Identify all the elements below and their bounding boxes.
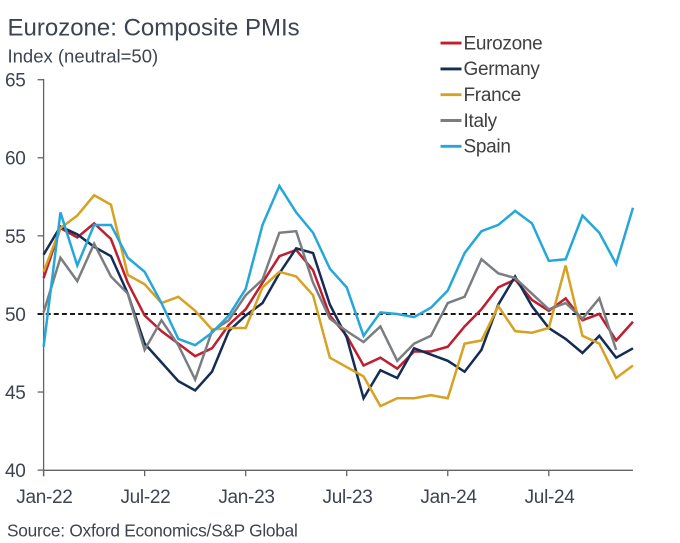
svg-text:Italy: Italy — [464, 111, 498, 132]
svg-text:60: 60 — [5, 149, 26, 170]
svg-text:Jul-24: Jul-24 — [525, 487, 576, 508]
svg-text:45: 45 — [5, 383, 26, 404]
svg-text:50: 50 — [5, 305, 26, 326]
svg-text:Index (neutral=50): Index (neutral=50) — [8, 46, 159, 67]
svg-text:Eurozone: Eurozone — [464, 33, 543, 54]
svg-text:Jan-24: Jan-24 — [420, 487, 477, 508]
svg-text:65: 65 — [5, 71, 26, 92]
svg-text:Jan-23: Jan-23 — [218, 487, 274, 508]
svg-text:Jan-22: Jan-22 — [16, 487, 72, 508]
svg-text:France: France — [464, 85, 521, 106]
svg-text:Spain: Spain — [464, 137, 511, 158]
svg-text:Source: Oxford Economics/S&P G: Source: Oxford Economics/S&P Global — [7, 520, 298, 540]
svg-text:Jul-22: Jul-22 — [120, 487, 170, 508]
svg-text:Germany: Germany — [464, 59, 541, 80]
svg-text:40: 40 — [5, 461, 26, 482]
svg-text:Eurozone: Composite PMIs: Eurozone: Composite PMIs — [8, 14, 300, 41]
svg-text:55: 55 — [5, 227, 26, 248]
svg-text:Jul-23: Jul-23 — [323, 487, 373, 508]
